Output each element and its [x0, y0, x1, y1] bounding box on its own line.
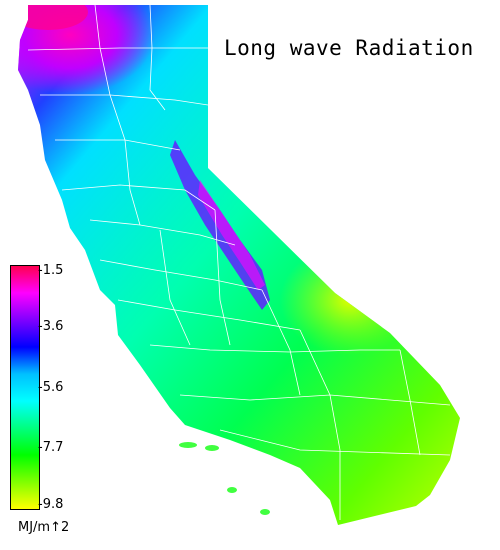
desert-region [280, 245, 420, 355]
legend-tick: -9.8 [38, 497, 64, 512]
map-title: Long wave Radiation [224, 36, 474, 60]
state-shape [18, 5, 460, 525]
legend-tick: -5.6 [38, 380, 64, 395]
islands [179, 442, 270, 515]
legend-tick: -7.7 [38, 440, 64, 455]
north-coast-region [18, 5, 155, 95]
legend-tick: -1.5 [38, 263, 64, 278]
colorbar [10, 265, 40, 510]
legend-tick: -3.6 [38, 319, 64, 334]
legend-units: MJ/m↑2 [18, 520, 70, 535]
county-borders [27, 5, 451, 520]
